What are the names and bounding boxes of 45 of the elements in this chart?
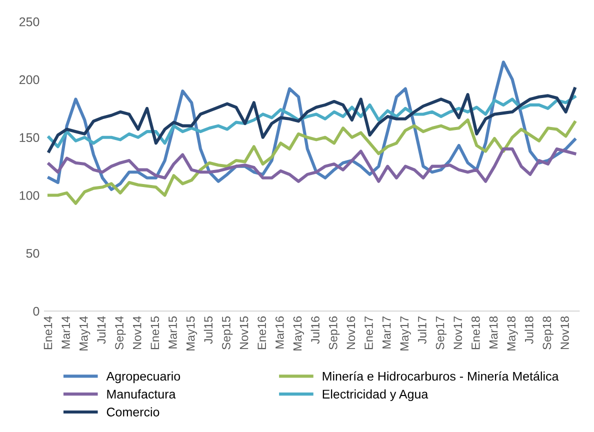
- x-tick-label: Jul16: [310, 316, 320, 344]
- x-tick-label: May15: [186, 316, 198, 350]
- x-tick-label: Ene14: [44, 316, 52, 350]
- line-series: [47, 147, 576, 183]
- legend-label: Manufactura: [107, 389, 176, 399]
- legend-label: Comercio: [106, 407, 160, 416]
- x-tick-label: Nov18: [560, 316, 569, 350]
- x-tick-label: Nov15: [240, 316, 248, 350]
- x-tick-label: Jul18: [524, 316, 534, 344]
- x-tick-label: Sep17: [436, 316, 447, 350]
- x-tick-label: Ene16: [258, 316, 266, 350]
- x-tick-label: May18: [507, 316, 518, 350]
- x-tick-label: Ene15: [150, 316, 160, 350]
- x-tick-label: Jul14: [96, 316, 106, 344]
- x-tick-label: May16: [293, 316, 304, 350]
- legend-label: Electricidad y Agua: [322, 389, 428, 402]
- y-tick-label: 250: [19, 17, 40, 26]
- legend-label: Minería e Hidrocarburos - Minería Metálica: [322, 371, 559, 381]
- x-tick-label: Mar16: [275, 316, 284, 348]
- x-tick-label: Ene17: [364, 316, 373, 350]
- x-tick-label: Sep14: [115, 316, 126, 350]
- line-series: [47, 87, 576, 153]
- y-tick-label: 100: [20, 191, 40, 200]
- x-tick-label: Nov16: [346, 316, 356, 350]
- x-tick-label: Jul17: [418, 316, 426, 344]
- x-tick-label: Nov17: [454, 316, 462, 350]
- x-tick-label: Sep18: [542, 316, 554, 350]
- x-tick-label: Jul15: [204, 316, 213, 344]
- x-tick-label: Mar15: [168, 316, 177, 348]
- x-tick-label: Mar18: [489, 316, 498, 348]
- legend-label: Agropecuario: [106, 371, 180, 384]
- y-tick-label: 0: [33, 306, 40, 316]
- x-tick-label: Mar14: [62, 316, 70, 348]
- y-tick-label: 200: [19, 75, 40, 84]
- x-tick-label: Ene18: [471, 316, 480, 350]
- x-tick-label: Mar17: [382, 316, 391, 348]
- y-tick-label: 50: [26, 248, 40, 258]
- y-tick-label: 150: [20, 133, 40, 142]
- x-tick-label: May14: [80, 316, 90, 350]
- x-tick-label: Nov14: [133, 316, 142, 350]
- line-series: [47, 95, 576, 148]
- x-tick-label: Sep16: [328, 316, 340, 350]
- x-tick-label: Sep15: [222, 316, 233, 350]
- line-series: [47, 118, 576, 205]
- x-tick-label: May17: [400, 316, 411, 350]
